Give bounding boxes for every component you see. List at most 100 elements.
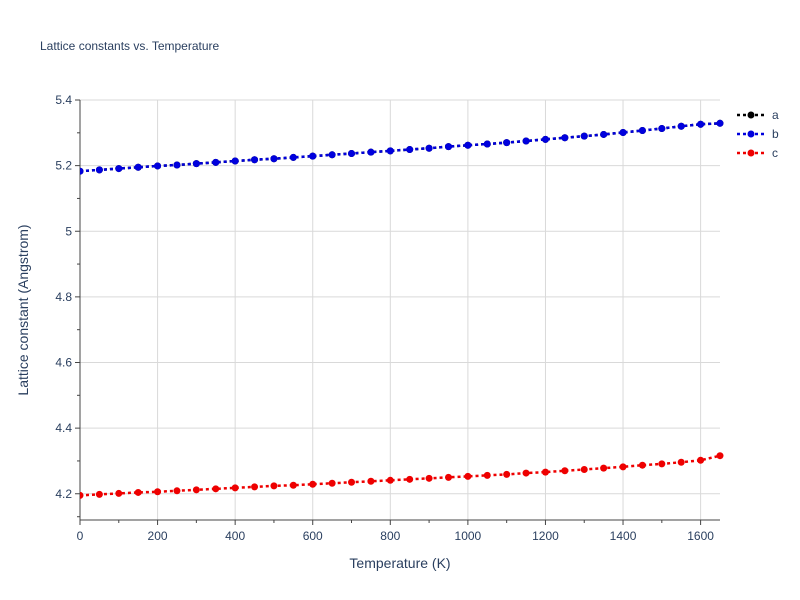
x-tick-label: 800 (380, 529, 400, 543)
y-axis-title: Lattice constant (Angstrom) (15, 224, 31, 395)
x-tick-label: 200 (148, 529, 168, 543)
legend-label-c: c (772, 146, 778, 160)
data-point-c (658, 460, 666, 468)
data-point-b (406, 146, 414, 154)
chart-title: Lattice constants vs. Temperature (40, 39, 220, 53)
data-point-b (464, 141, 472, 149)
data-point-c (95, 490, 103, 498)
data-point-b (444, 143, 452, 151)
x-tick-label: 600 (303, 529, 323, 543)
grid (79, 99, 720, 520)
data-point-c (425, 474, 433, 482)
y-tick-label: 4.6 (55, 356, 72, 370)
data-point-b (541, 135, 549, 143)
y-tick-label: 5.2 (55, 159, 72, 173)
data-point-c (115, 489, 123, 497)
data-point-c (697, 456, 705, 464)
data-point-c (289, 481, 297, 489)
data-point-b (289, 153, 297, 161)
data-point-c (270, 482, 278, 490)
data-point-b (658, 125, 666, 133)
series-a (80, 119, 724, 175)
data-point-b (309, 152, 317, 160)
data-point-b (115, 165, 123, 173)
data-point-c (503, 470, 511, 478)
data-point-c (716, 452, 724, 460)
data-point-c (192, 486, 200, 494)
data-point-b (638, 127, 646, 135)
data-point-c (600, 464, 608, 472)
legend-marker-b (747, 130, 755, 138)
data-point-c (173, 487, 181, 495)
y-tick-label: 5 (65, 224, 72, 238)
data-point-b (561, 134, 569, 142)
data-point-c (464, 472, 472, 480)
data-point-c (386, 476, 394, 484)
x-tick-label: 1200 (532, 529, 559, 543)
x-tick-label: 400 (225, 529, 245, 543)
data-point-c (154, 488, 162, 496)
x-tick-label: 1400 (610, 529, 637, 543)
y-tick-label: 4.4 (55, 421, 72, 435)
x-tick-label: 0 (77, 529, 84, 543)
data-point-c (483, 471, 491, 479)
data-point-b (483, 140, 491, 148)
data-point-c (231, 484, 239, 492)
data-point-c (367, 477, 375, 485)
data-point-b (348, 149, 356, 157)
data-point-b (173, 161, 181, 169)
data-point-b (600, 130, 608, 138)
y-tick-label: 4.8 (55, 290, 72, 304)
y-tick-label: 5.4 (55, 93, 72, 107)
axes: 0 200 400 600 800 1000 1200 1400 1600 4.2 4.4 4.6 4.… (55, 93, 720, 543)
legend-label-a: a (772, 108, 779, 122)
legend-item-a[interactable]: a (737, 108, 779, 122)
plot-series (80, 119, 724, 499)
data-point-c (638, 461, 646, 469)
data-point-c (309, 480, 317, 488)
data-point-b (425, 144, 433, 152)
data-point-b (522, 137, 530, 145)
data-point-b (134, 163, 142, 171)
legend-item-c[interactable]: c (737, 146, 778, 160)
data-point-c (212, 485, 220, 493)
data-point-c (561, 467, 569, 475)
series-line-b (80, 122, 721, 173)
legend-label-b: b (772, 127, 779, 141)
series-b (80, 119, 724, 175)
data-point-c (348, 478, 356, 486)
legend-item-b[interactable]: b (737, 127, 779, 141)
data-point-b (80, 167, 84, 175)
data-point-b (95, 166, 103, 174)
series-line-c (80, 454, 721, 497)
data-point-b (580, 132, 588, 140)
data-point-b (270, 155, 278, 163)
data-point-b (716, 119, 724, 127)
legend-marker-a (747, 111, 755, 119)
data-point-b (677, 122, 685, 130)
data-point-b (154, 162, 162, 170)
data-point-c (444, 473, 452, 481)
data-point-c (134, 488, 142, 496)
data-point-c (80, 491, 84, 499)
x-tick-label: 1000 (455, 529, 482, 543)
data-point-b (367, 148, 375, 156)
data-point-b (697, 120, 705, 128)
x-axis-title: Temperature (K) (349, 555, 450, 571)
data-point-b (192, 160, 200, 168)
data-point-b (619, 128, 627, 136)
y-tick-label: 4.2 (55, 487, 72, 501)
data-point-b (328, 151, 336, 159)
data-point-b (503, 139, 511, 147)
data-point-c (580, 465, 588, 473)
legend[interactable]: abc (737, 108, 779, 160)
data-point-b (231, 157, 239, 165)
data-point-b (251, 156, 259, 164)
series-c (80, 452, 724, 499)
data-point-c (522, 469, 530, 477)
data-point-c (406, 475, 414, 483)
data-point-c (328, 479, 336, 487)
x-tick-label: 1600 (687, 529, 714, 543)
